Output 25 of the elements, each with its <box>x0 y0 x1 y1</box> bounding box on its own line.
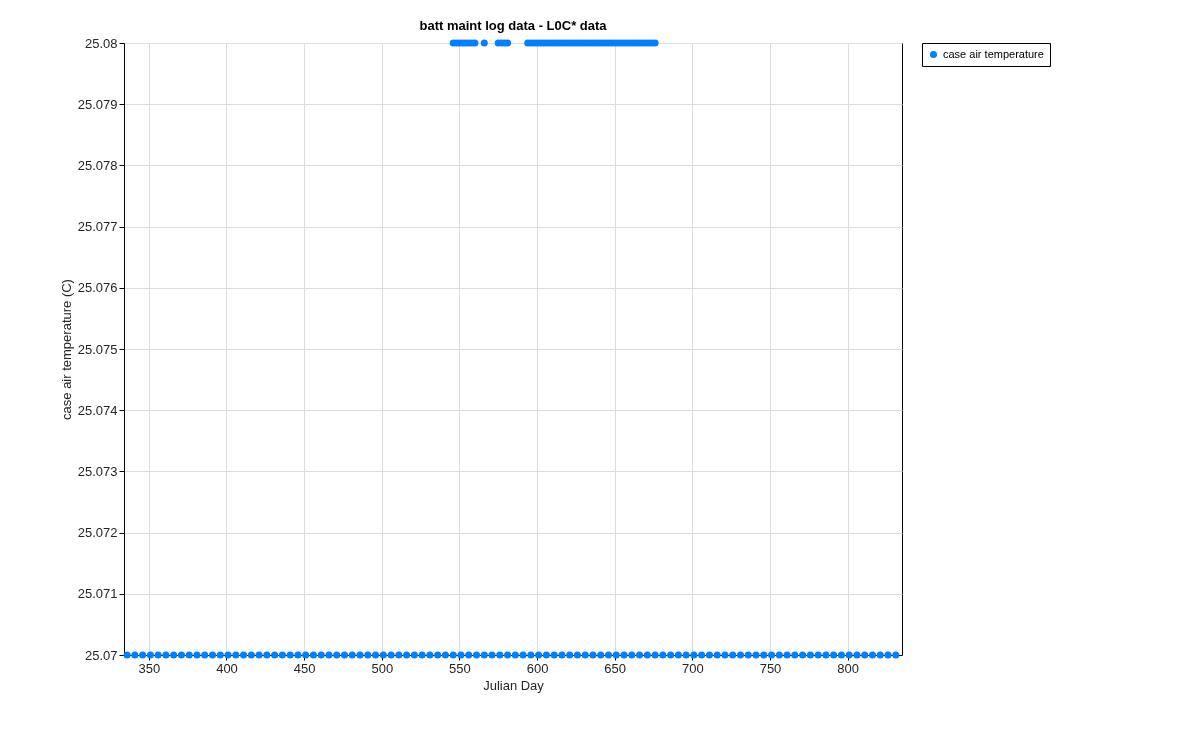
y-tick-label: 25.078 <box>77 157 118 173</box>
legend-label: case air temperature <box>943 47 1044 60</box>
y-tick-label: 25.08 <box>84 35 118 51</box>
y-tick-label: 25.07 <box>84 647 118 663</box>
y-tick-label: 25.075 <box>77 341 118 357</box>
x-tick-label: 500 <box>371 660 394 676</box>
chart-title: batt maint log data - L0C* data <box>419 18 608 33</box>
y-tick-label: 25.071 <box>77 586 118 602</box>
y-tick-label: 25.072 <box>77 525 118 541</box>
y-tick-label: 25.076 <box>77 280 118 296</box>
x-tick-label: 750 <box>759 660 782 676</box>
x-tick-label: 650 <box>604 660 627 676</box>
y-tick-label: 25.077 <box>77 219 118 235</box>
x-tick-label: 700 <box>682 660 704 676</box>
y-axis-title: case air temperature (C) <box>58 279 74 420</box>
x-tick-label: 450 <box>293 660 316 676</box>
x-tick-label: 350 <box>138 660 161 676</box>
x-tick-label: 400 <box>216 660 238 676</box>
y-tick-label: 25.073 <box>77 463 118 479</box>
x-tick-label: 550 <box>449 660 471 676</box>
x-tick-label: 600 <box>526 660 549 676</box>
x-tick-label: 800 <box>837 660 859 676</box>
x-axis-title: Julian Day <box>483 677 545 693</box>
y-tick-label: 25.079 <box>77 96 118 112</box>
y-tick-label: 25.074 <box>77 402 118 418</box>
